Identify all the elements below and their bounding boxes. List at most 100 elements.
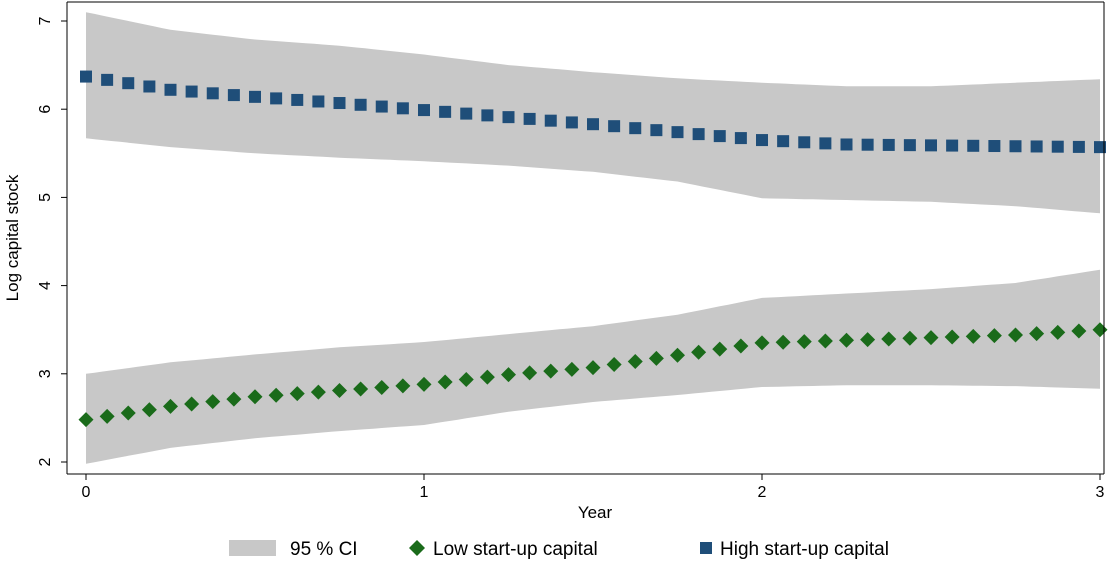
low-capital-point — [775, 334, 791, 350]
low-capital-point — [944, 329, 960, 345]
low-capital-point — [268, 387, 284, 403]
low-capital-point — [986, 328, 1002, 344]
legend-low-label: Low start-up capital — [433, 539, 598, 560]
low-capital-point — [733, 338, 749, 354]
high-capital-point — [439, 105, 452, 118]
low-capital-point — [627, 353, 643, 369]
high-capital-point — [1094, 141, 1106, 154]
high-capital-point — [249, 90, 261, 103]
legend: 95 % CI Low start-up capital High start-… — [229, 539, 889, 560]
high-capital-point — [777, 135, 790, 148]
high-capital-point — [1072, 140, 1085, 153]
high-capital-point — [80, 70, 92, 83]
low-capital-point — [437, 374, 453, 390]
axes — [66, 1, 1105, 475]
low-capital-point — [163, 398, 178, 414]
y-tick-label: 3 — [37, 369, 54, 378]
high-capital-point — [1030, 140, 1043, 153]
high-capital-point — [460, 107, 473, 120]
low-capital-point — [648, 350, 664, 366]
high-capital-point — [270, 92, 283, 105]
ticks: 0 1 2 3 2 3 4 5 6 7 — [37, 16, 1105, 501]
low-capital-point — [522, 365, 538, 381]
low-capital-point — [691, 344, 707, 360]
low-capital-point — [585, 360, 601, 376]
low-capital-point — [839, 332, 854, 348]
x-tick-label: 3 — [1096, 484, 1105, 501]
low-capital-point — [120, 405, 136, 421]
high-capital-point — [312, 95, 325, 108]
low-capital-point — [395, 378, 411, 394]
high-capital-point — [1009, 140, 1022, 153]
y-tick-label: 5 — [37, 193, 54, 202]
x-tick-label: 1 — [420, 484, 429, 501]
ci-band-high — [86, 12, 1100, 214]
low-capital-point — [310, 384, 326, 400]
y-tick-label: 7 — [37, 16, 54, 25]
low-capital-point — [205, 394, 221, 410]
low-capital-point — [881, 331, 897, 347]
high-capital-point — [967, 139, 980, 152]
high-capital-point — [861, 138, 874, 151]
legend-high-marker — [700, 542, 712, 554]
x-axis-title: Year — [578, 503, 613, 522]
low-capital-point — [141, 402, 157, 418]
low-capital-point — [817, 333, 833, 349]
low-capital-point — [226, 391, 242, 407]
high-capital-point — [713, 130, 726, 143]
low-capital-point — [1008, 327, 1023, 343]
low-capital-point — [374, 379, 390, 395]
low-capital-point — [99, 408, 115, 424]
high-capital-point — [1051, 140, 1064, 153]
low-capital-point — [543, 363, 559, 379]
high-capital-point — [523, 112, 536, 125]
high-capital-point — [101, 73, 114, 86]
low-capital-point — [289, 386, 305, 402]
high-capital-point — [903, 139, 916, 152]
low-capital-point — [1071, 323, 1087, 339]
high-capital-point — [650, 124, 663, 137]
high-capital-point — [227, 89, 240, 102]
x-tick-label: 0 — [82, 484, 91, 501]
low-capital-point — [754, 335, 770, 351]
low-capital-point — [1029, 326, 1045, 342]
high-capital-point — [756, 134, 768, 147]
high-capital-point — [925, 139, 937, 152]
x-tick-label: 2 — [758, 484, 767, 501]
low-capital-point — [965, 328, 981, 344]
high-capital-point — [988, 140, 1001, 153]
high-capital-point — [587, 118, 599, 131]
high-capital-point — [734, 132, 747, 145]
high-capital-point — [692, 128, 705, 141]
high-capital-point — [840, 138, 853, 151]
high-capital-point — [798, 136, 811, 149]
low-capital-point — [479, 369, 495, 385]
low-capital-point — [796, 334, 812, 350]
y-tick-label: 4 — [37, 281, 54, 290]
low-capital-point — [332, 383, 347, 399]
low-capital-point — [923, 330, 939, 346]
low-capital-point — [670, 347, 685, 363]
low-capital-point — [458, 372, 474, 388]
high-capital-point — [333, 97, 346, 110]
high-capital-point — [291, 93, 304, 106]
y-tick-label: 2 — [37, 457, 54, 466]
series-markers — [78, 70, 1108, 428]
high-capital-point — [185, 85, 198, 98]
high-capital-point — [629, 122, 642, 135]
low-capital-point — [860, 332, 876, 348]
high-capital-point — [819, 137, 832, 150]
low-capital-point — [1050, 324, 1066, 340]
legend-ci-swatch — [229, 540, 276, 556]
low-capital-point — [606, 357, 622, 373]
high-capital-point — [946, 139, 959, 152]
low-capital-point — [353, 381, 369, 397]
high-capital-point — [502, 111, 515, 124]
legend-high-label: High start-up capital — [720, 539, 889, 560]
high-capital-point — [354, 98, 367, 111]
y-tick-label: 6 — [37, 105, 54, 114]
high-capital-point — [206, 87, 219, 100]
low-capital-point — [712, 341, 728, 357]
low-capital-point — [501, 367, 516, 383]
y-axis-title: Log capital stock — [3, 174, 22, 301]
